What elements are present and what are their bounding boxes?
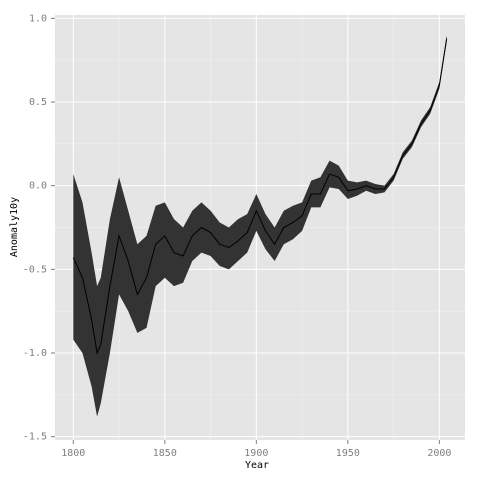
y-axis-label: Anomaly10y [9,197,20,257]
x-axis-label: Year [245,460,269,471]
y-tick-label: 0.0 [29,181,47,192]
x-tick-label: 1850 [153,448,177,459]
x-tick-label: 1900 [244,448,268,459]
ribbon [73,35,447,417]
x-tick-label: 1950 [336,448,360,459]
y-tick-label: -1.5 [23,432,47,443]
y-tick-label: 0.5 [29,97,47,108]
y-tick-label: -1.0 [23,348,47,359]
line [72,38,448,355]
x-tick-label: 2000 [427,448,451,459]
y-tick-label: -0.5 [23,264,47,275]
x-tick-label: 1800 [61,448,85,459]
y-tick-label: 1.0 [29,13,47,24]
